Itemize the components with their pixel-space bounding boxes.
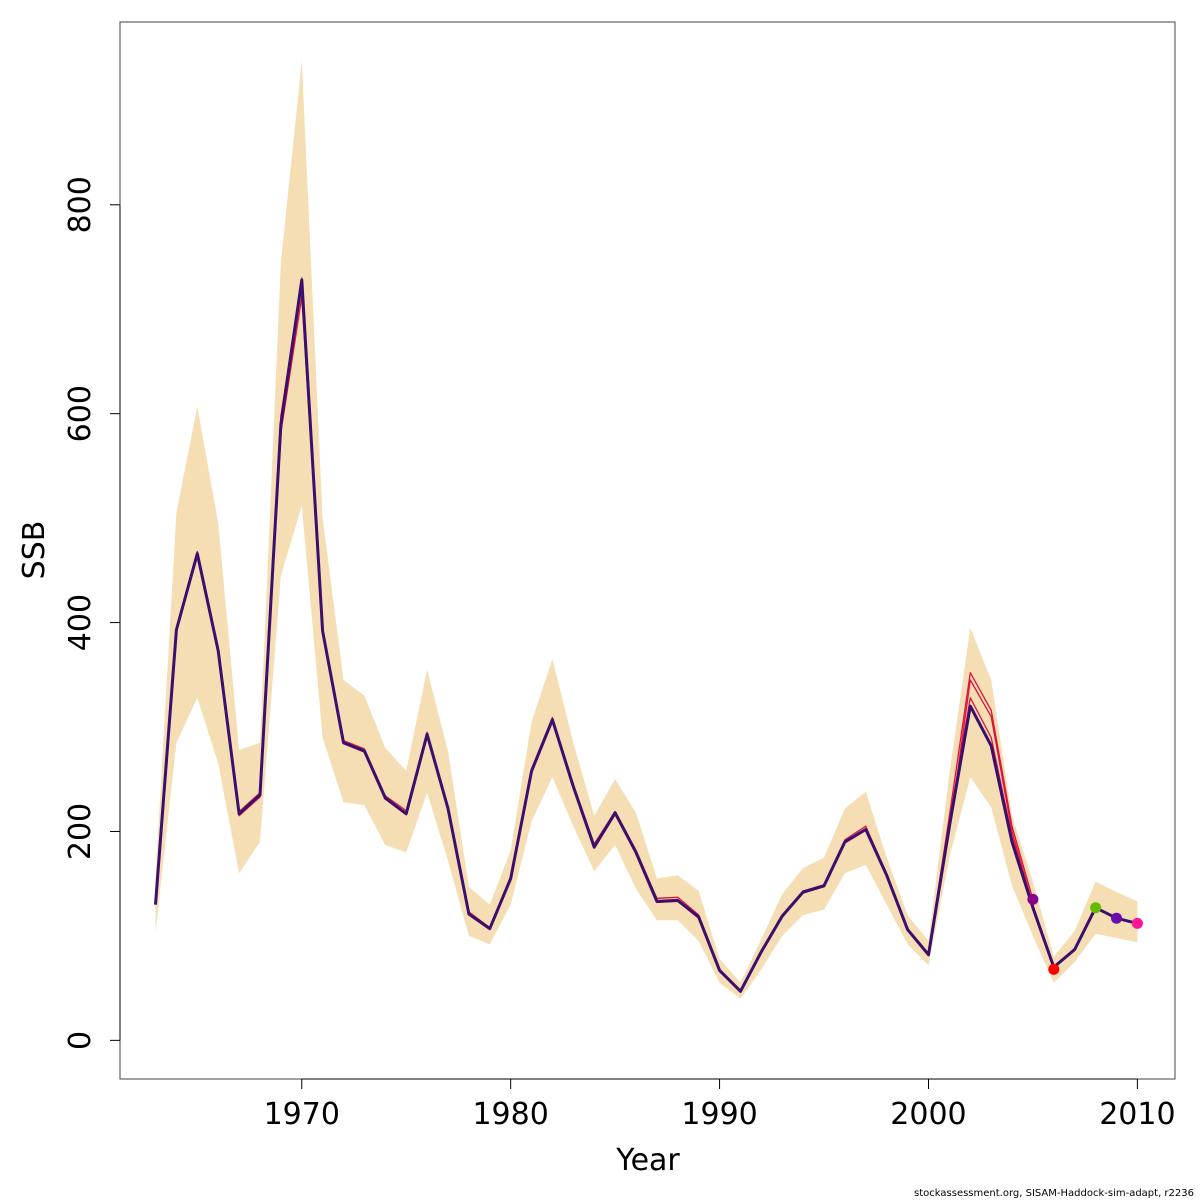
x-tick-label: 1990 [681,1097,757,1132]
endpoint-marker-2010 [1131,917,1143,929]
endpoint-markers-layer [1027,893,1143,975]
series-lines-layer [154,277,1138,993]
confidence-band-layer [155,60,1138,999]
y-tick-label: 800 [63,176,98,233]
endpoint-marker-2008 [1090,902,1102,914]
x-tick-label: 2000 [890,1097,966,1132]
y-tick-label: 600 [63,385,98,442]
confidence-band [155,60,1138,999]
x-axis-title: Year [615,1143,680,1178]
x-axis: 1970 1980 1990 2000 2010 [264,1078,1176,1132]
y-axis-title: SSB [17,521,52,580]
y-tick-label: 200 [63,803,98,860]
footer-credit: stockassessment.org, SISAM-Haddock-sim-a… [914,1188,1194,1199]
x-tick-label: 1980 [472,1097,548,1132]
x-tick-label: 2010 [1099,1097,1175,1132]
endpoint-marker-2006 [1048,963,1060,975]
x-tick-label: 1970 [264,1097,340,1132]
endpoint-marker-2005 [1027,893,1039,905]
y-axis: 0 200 400 600 800 [63,176,121,1050]
endpoint-marker-2009 [1111,912,1122,924]
y-tick-label: 400 [63,594,98,651]
y-tick-label: 0 [63,1031,98,1050]
ssb-series-line [154,278,1138,993]
